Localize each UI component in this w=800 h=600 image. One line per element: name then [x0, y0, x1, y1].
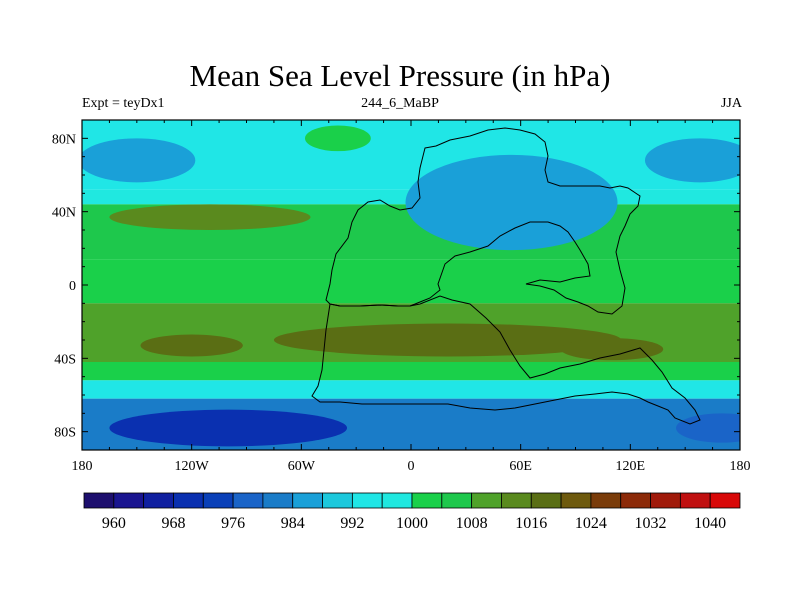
y-tick-label: 40S — [54, 352, 76, 367]
colorbar-label: 1000 — [396, 515, 428, 532]
colorbar-label: 1016 — [515, 515, 547, 532]
colorbar-swatch — [202, 492, 234, 509]
field-blob-south-high-east — [560, 338, 664, 361]
colorbar-label: 1040 — [694, 515, 726, 532]
colorbar-swatch — [143, 492, 174, 509]
colorbar-swatch — [709, 492, 741, 509]
colorbar-label: 1032 — [635, 515, 667, 532]
colorbar-swatch — [83, 492, 115, 509]
continent-outline-south — [311, 295, 701, 425]
colorbar-swatch — [232, 492, 264, 509]
colorbar-swatch — [590, 492, 622, 509]
colorbar-swatch — [292, 492, 323, 509]
map-axes: 180 120W 60W 0 60E 120E 180 80N 40N 0 40S 80S — [52, 120, 751, 474]
subtitle-season: JJA — [720, 96, 742, 111]
colorbar-swatch — [530, 492, 562, 509]
colorbar-label: 1008 — [456, 515, 488, 532]
colorbar-label: 1024 — [575, 515, 607, 532]
colorbar-swatch — [322, 492, 353, 509]
subtitle-experiment: Expt = teyDx1 — [82, 96, 165, 111]
colorbar-swatch — [411, 492, 443, 509]
colorbar-swatch — [113, 492, 145, 509]
colorbar-swatch — [560, 492, 592, 509]
colorbar-label: 968 — [161, 515, 185, 532]
colorbar-swatch — [262, 492, 294, 509]
field-blob-south-high-west — [140, 334, 243, 357]
colorbar-swatch — [501, 492, 532, 509]
colorbar-swatch — [679, 492, 711, 509]
colorbar-swatch — [441, 492, 473, 509]
colorbar-label: 960 — [102, 515, 126, 532]
colorbar-label: 984 — [281, 515, 305, 532]
field-band-southern-ocean — [82, 380, 740, 399]
field-blob-subtropical-high-north — [109, 204, 311, 231]
colorbar-swatch — [650, 492, 681, 509]
chart-title: Mean Sea Level Pressure (in hPa) — [189, 58, 611, 93]
pressure-field — [82, 120, 740, 450]
field-blob-north-ocean-high — [304, 125, 371, 152]
y-tick-label: 80N — [52, 132, 76, 147]
colorbar-swatch — [620, 492, 651, 509]
x-tick-label: 0 — [408, 459, 415, 474]
x-tick-label: 120E — [616, 459, 646, 474]
field-blob-north-low-west — [82, 138, 196, 183]
colorbar-label: 992 — [340, 515, 364, 532]
field-band-equatorial — [82, 259, 740, 304]
colorbar-swatch — [381, 492, 413, 509]
field-blob-continental-low — [405, 154, 618, 251]
y-tick-label: 40N — [52, 206, 76, 221]
y-tick-label: 0 — [69, 279, 76, 294]
colorbar-label: 976 — [221, 515, 245, 532]
x-tick-label: 120W — [175, 459, 210, 474]
field-blob-subtropical-high-south — [273, 323, 622, 357]
colorbar-swatch — [471, 492, 502, 509]
colorbar-swatch — [173, 492, 204, 509]
continent-outline — [325, 127, 641, 315]
x-tick-label: 60W — [288, 459, 316, 474]
field-band-south-transition — [82, 362, 740, 381]
colorbar: 960 968 976 984 992 1000 1008 1016 1024 1032 1040 — [83, 492, 741, 532]
field-blob-north-low-east — [644, 138, 740, 183]
field-blob-antarctic-deep-low — [109, 409, 348, 447]
y-tick-label: 80S — [54, 426, 76, 441]
x-tick-label: 60E — [509, 459, 532, 474]
colorbar-swatch — [351, 492, 383, 509]
x-tick-label: 180 — [730, 459, 751, 474]
x-tick-label: 180 — [72, 459, 93, 474]
field-blob-antarctic-east-low — [676, 413, 740, 443]
subtitle-period: 244_6_MaBP — [361, 96, 439, 111]
